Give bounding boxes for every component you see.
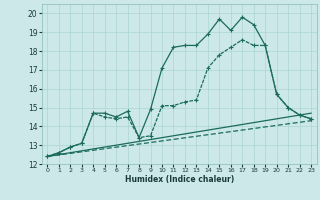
X-axis label: Humidex (Indice chaleur): Humidex (Indice chaleur): [124, 175, 234, 184]
